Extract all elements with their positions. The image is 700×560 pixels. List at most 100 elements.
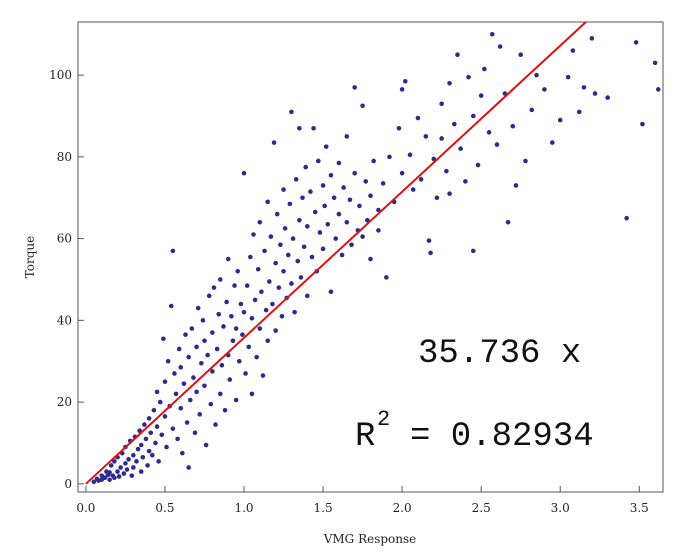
data-point [233,326,239,331]
y-tick-label: 20 [57,395,72,409]
data-point [154,389,160,395]
data-point [263,307,269,313]
data-point [229,313,234,319]
data-point [336,211,342,217]
data-point [194,344,199,350]
data-point [249,391,255,397]
data-point [131,452,136,458]
data-point [402,78,408,84]
data-point [295,258,301,264]
data-point [138,469,144,474]
data-point [135,446,141,452]
data-point [300,195,305,201]
data-point [292,309,297,315]
data-point [407,152,413,158]
x-tick-label: 2.5 [472,501,491,515]
y-tick-label: 0 [64,477,72,491]
data-point [311,125,316,131]
data-point [251,232,256,237]
data-point [208,401,214,407]
data-point [482,66,487,72]
data-point [191,375,196,380]
data-point [273,328,278,333]
data-point [107,470,112,475]
data-point [243,371,248,376]
data-point [175,436,180,442]
data-point [365,217,370,223]
data-point [267,279,272,284]
data-point [316,158,321,164]
data-point [126,457,131,462]
data-point [278,242,283,248]
data-point [202,338,207,344]
data-point [153,440,158,446]
data-point [328,289,334,295]
data-point [199,360,204,366]
data-point [197,412,203,417]
data-point [344,134,350,139]
data-point [112,459,117,464]
data-point [293,177,299,182]
data-point [592,91,598,96]
data-point [161,336,166,342]
data-point [121,471,127,476]
data-point [550,140,555,145]
data-point [180,450,185,456]
data-point [143,436,149,442]
x-axis-ticks: 0.0 0.5 1.0 1.5 2.0 2.5 3.0 3.5 [76,486,649,515]
data-point [206,293,212,299]
r2-exponent: 2 [377,407,390,432]
data-point [489,31,495,37]
data-point [352,85,357,90]
data-point [289,109,294,115]
data-point [164,444,169,450]
data-point [138,442,144,448]
data-point [168,303,174,309]
data-point [151,407,157,413]
data-point [134,459,139,464]
data-point [439,101,444,107]
data-point [273,260,278,266]
data-point [565,74,571,80]
data-point [118,465,123,470]
data-point [505,219,511,225]
data-point [304,293,310,299]
data-point [341,185,346,190]
data-point [640,121,645,127]
data-point [534,72,539,78]
data-point [241,309,247,315]
data-point [200,318,206,323]
data-point [605,95,610,100]
data-point [298,275,304,280]
data-point [542,87,547,92]
data-point [162,379,168,384]
data-point [423,134,429,139]
data-point [344,219,350,225]
data-point [265,199,271,205]
data-point [173,391,179,397]
data-point [112,475,117,480]
data-point [255,266,261,272]
data-point [187,397,193,403]
data-point [363,179,369,184]
data-point [225,256,231,262]
data-point [107,477,112,483]
data-point [176,346,182,352]
data-point [262,248,267,254]
data-point [624,215,629,221]
data-point [523,158,528,164]
data-point [165,358,171,364]
data-point [317,230,323,235]
data-point [399,170,405,176]
data-point [241,170,247,176]
data-point [352,170,357,176]
data-point [463,179,468,184]
data-point [447,81,452,86]
data-point [513,183,519,188]
data-point [368,256,373,262]
data-point [108,463,114,468]
data-point [186,354,191,360]
data-point [325,222,331,227]
data-point [222,407,228,413]
